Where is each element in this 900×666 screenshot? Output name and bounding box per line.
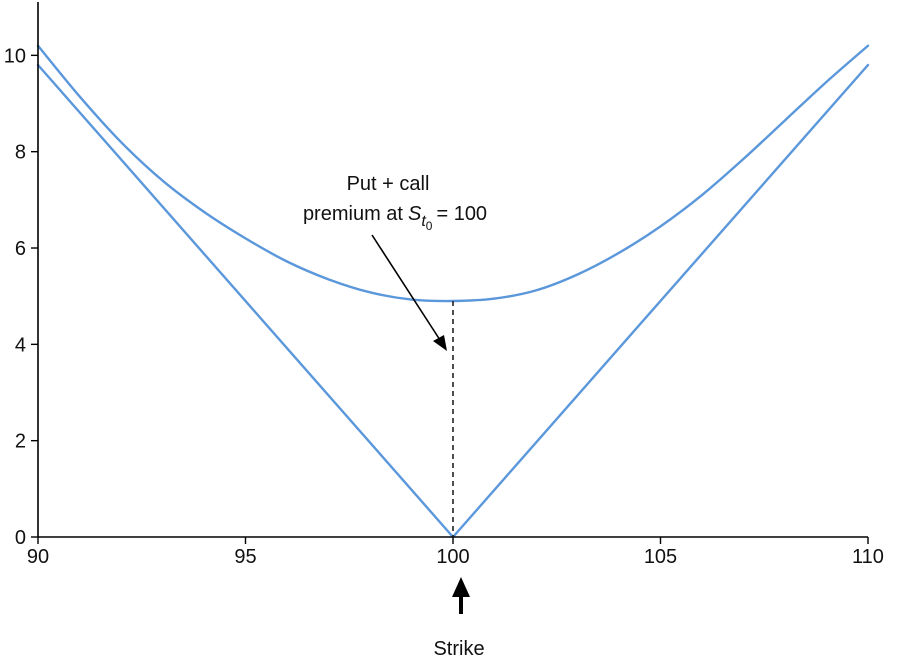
- premium-arrowhead: [433, 335, 447, 351]
- premium-subscript-0: 0: [426, 219, 433, 233]
- x-tick-label: 105: [644, 546, 677, 568]
- premium-prefix-text: premium at: [303, 203, 403, 225]
- y-tick-label: 10: [4, 45, 26, 67]
- premium-symbol-s: S: [408, 203, 422, 225]
- axes-layer: 90 95 100 105 110 0 2 4 6 8 10: [4, 2, 884, 568]
- premium-annotation-line2: premium at St0= 100: [303, 203, 487, 233]
- option-value-curve: [36, 44, 870, 303]
- strike-arrowhead: [452, 577, 470, 597]
- x-tick-label: 100: [436, 546, 469, 568]
- y-tick-label: 4: [15, 334, 26, 356]
- premium-pointer-arrow: [371, 234, 441, 341]
- premium-subscript-t: t: [421, 213, 426, 230]
- x-tick-label: 95: [234, 546, 256, 568]
- strike-label: Strike: [433, 638, 484, 660]
- y-tick-label: 6: [15, 238, 26, 260]
- premium-annotation-line1: Put + call: [347, 173, 430, 195]
- y-tick-label: 0: [15, 527, 26, 549]
- annotation-layer: Put + call premium at St0= 100 Strike: [303, 173, 487, 660]
- y-tick-label: 2: [15, 431, 26, 453]
- y-tick-label: 8: [15, 142, 26, 164]
- x-tick-label: 90: [27, 546, 49, 568]
- premium-equals-text: = 100: [436, 203, 487, 225]
- x-tick-label: 110: [852, 546, 884, 568]
